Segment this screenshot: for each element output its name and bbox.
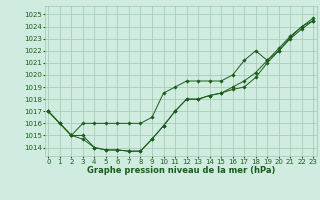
X-axis label: Graphe pression niveau de la mer (hPa): Graphe pression niveau de la mer (hPa) (87, 166, 275, 175)
